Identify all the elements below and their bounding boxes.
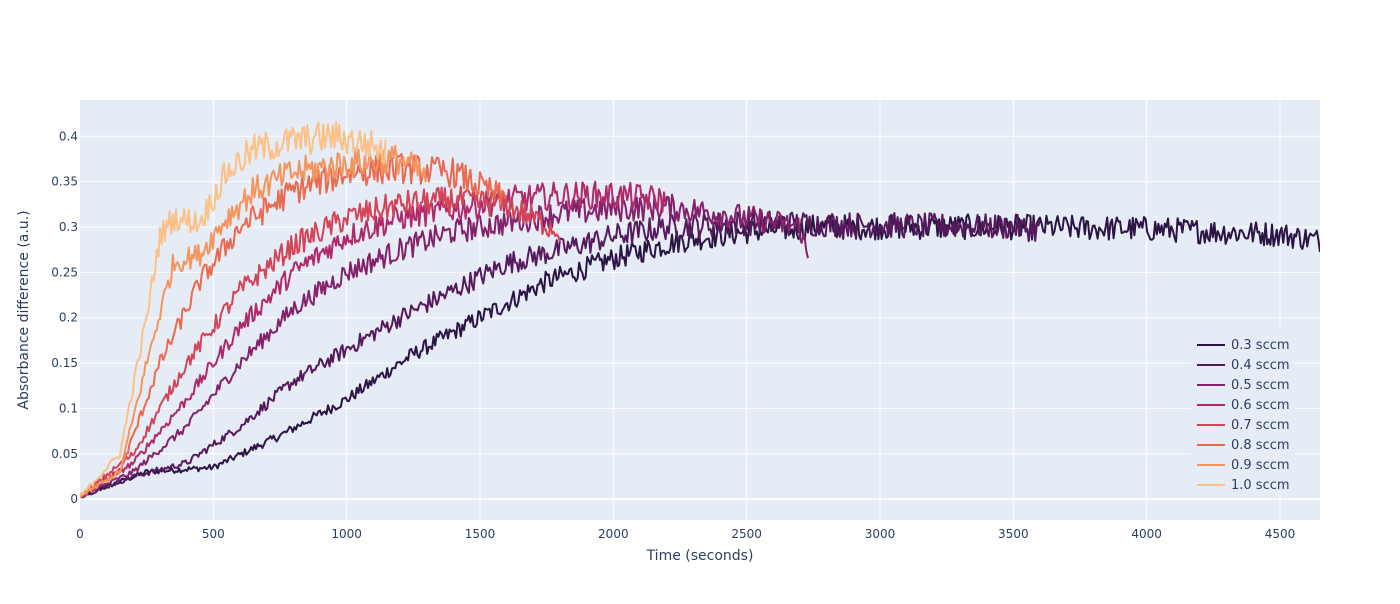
legend-item[interactable]: 0.6 sccm: [1197, 398, 1290, 413]
series-line: [80, 144, 427, 499]
legend-label: 0.6 sccm: [1231, 398, 1290, 413]
legend-item[interactable]: 0.9 sccm: [1197, 458, 1290, 473]
x-tick-label: 1500: [465, 527, 496, 541]
legend-item[interactable]: 0.7 sccm: [1197, 418, 1290, 433]
x-tick-label: 4000: [1131, 527, 1162, 541]
series-line: [80, 180, 667, 498]
legend-item[interactable]: 1.0 sccm: [1197, 478, 1290, 493]
series-line: [80, 213, 1320, 498]
legend-item[interactable]: 0.3 sccm: [1197, 338, 1290, 353]
legend-label: 0.9 sccm: [1231, 458, 1290, 473]
x-tick-label: 1000: [331, 527, 362, 541]
legend-label: 0.8 sccm: [1231, 438, 1290, 453]
y-tick-label: 0.4: [59, 129, 78, 143]
x-tick-label: 2500: [731, 527, 762, 541]
x-tick-label: 3000: [865, 527, 896, 541]
series-line: [80, 121, 387, 496]
x-tick-label: 4500: [1265, 527, 1296, 541]
legend-label: 0.5 sccm: [1231, 378, 1290, 393]
y-tick-label: 0.05: [51, 447, 78, 461]
series-line: [80, 185, 561, 498]
y-tick-label: 0: [70, 492, 78, 506]
series-line: [80, 153, 507, 497]
x-tick-label: 3500: [998, 527, 1029, 541]
legend-label: 0.7 sccm: [1231, 418, 1290, 433]
legend: 0.3 sccm 0.4 sccm 0.5 sccm 0.6 sccm 0.7 sccm…: [1191, 329, 1295, 495]
y-tick-label: 0.2: [59, 311, 78, 325]
legend-box: [1191, 329, 1295, 495]
legend-label: 0.3 sccm: [1231, 338, 1290, 353]
y-tick-label: 0.1: [59, 401, 78, 415]
legend-item[interactable]: 0.4 sccm: [1197, 358, 1290, 373]
legend-item[interactable]: 0.8 sccm: [1197, 438, 1290, 453]
series-group: [80, 121, 1320, 499]
legend-item[interactable]: 0.5 sccm: [1197, 378, 1290, 393]
y-tick-label: 0.15: [51, 356, 78, 370]
x-tick-label: 0: [76, 527, 84, 541]
plot-area: [80, 100, 1320, 520]
y-tick-label: 0.25: [51, 265, 78, 279]
grid-lines: [80, 100, 1320, 520]
y-axis-title: Absorbance difference (a.u.): [16, 210, 32, 409]
legend-label: 1.0 sccm: [1231, 478, 1290, 493]
x-tick-label: 500: [202, 527, 225, 541]
x-tick-label: 2000: [598, 527, 629, 541]
y-tick-label: 0.3: [59, 220, 78, 234]
legend-label: 0.4 sccm: [1231, 358, 1290, 373]
x-axis-title: Time (seconds): [646, 548, 754, 564]
series-line: [80, 193, 809, 498]
y-tick-label: 0.35: [51, 175, 78, 189]
